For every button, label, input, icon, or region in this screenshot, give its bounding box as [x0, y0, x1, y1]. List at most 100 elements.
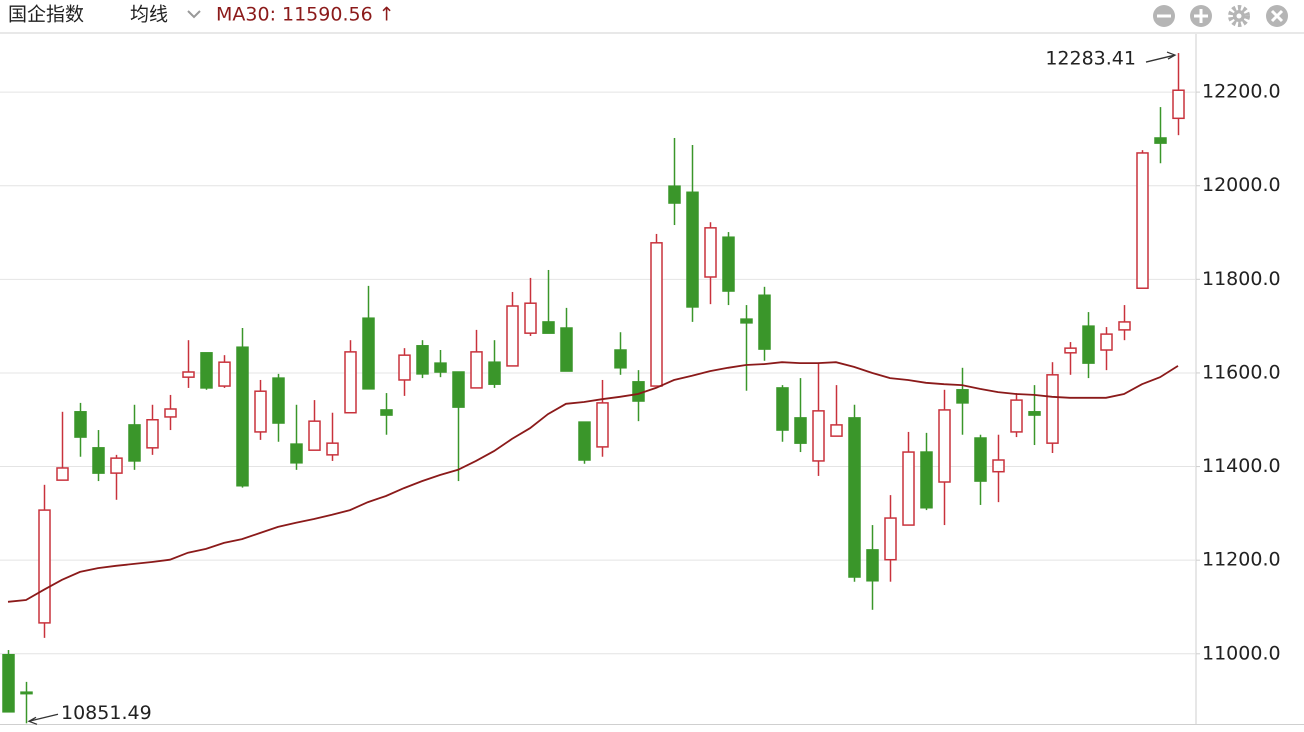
ma-selector[interactable]: 均线	[130, 4, 168, 26]
candle-body	[1010, 399, 1023, 433]
candle-body	[830, 424, 843, 437]
candle-body	[956, 389, 969, 404]
candle	[2, 650, 15, 713]
candle	[974, 434, 987, 505]
candle	[920, 432, 933, 511]
candle-body	[1100, 333, 1113, 351]
candle	[182, 340, 195, 388]
candle	[56, 411, 69, 481]
candle-body	[848, 417, 861, 578]
candle-body	[74, 411, 87, 438]
candle	[1064, 342, 1077, 375]
candle	[686, 144, 699, 322]
settings-button[interactable]	[1228, 5, 1250, 27]
candle-body	[938, 409, 951, 483]
candle	[308, 400, 321, 451]
candle-body	[650, 242, 663, 387]
candle	[776, 385, 789, 442]
min-annotation: 10851.49	[61, 702, 152, 724]
candle-body	[218, 361, 231, 387]
candle-body	[686, 191, 699, 308]
candle-body	[416, 345, 429, 375]
candle-body	[992, 459, 1005, 473]
candle	[362, 285, 375, 390]
candle	[956, 367, 969, 435]
plot: 12283.41 10851.49	[2, 48, 1185, 725]
candle-body	[290, 443, 303, 464]
candle-body	[308, 420, 321, 451]
candle-body	[326, 442, 339, 456]
candle-body	[254, 390, 267, 433]
candle	[92, 430, 105, 482]
candle-body	[1118, 321, 1131, 331]
toolbar	[1153, 5, 1288, 27]
candle	[200, 352, 213, 390]
candle-body	[488, 361, 501, 385]
candle	[326, 412, 339, 461]
max-annotation: 12283.41	[1045, 48, 1136, 70]
candle-body	[344, 351, 357, 414]
candle	[848, 404, 861, 582]
dropdown-caret[interactable]	[187, 10, 201, 19]
candle	[1172, 53, 1185, 136]
candle	[218, 355, 231, 388]
candle-body	[1046, 374, 1059, 444]
candle	[128, 404, 141, 470]
candle	[830, 385, 843, 437]
candle-body	[182, 371, 195, 378]
candle-body	[596, 402, 609, 448]
candle	[488, 340, 501, 388]
candle	[1010, 393, 1023, 438]
candle	[812, 363, 825, 476]
candle-body	[812, 410, 825, 462]
candle-body	[704, 227, 717, 278]
icon	[1199, 9, 1203, 23]
icon	[1270, 9, 1284, 23]
candle	[794, 378, 807, 453]
candle-body	[398, 354, 411, 381]
y-tick-label: 11400.0	[1202, 455, 1281, 477]
candle	[416, 340, 429, 379]
candle-body	[362, 317, 375, 390]
candle	[578, 421, 591, 464]
candle	[344, 340, 357, 414]
candle-body	[758, 294, 771, 350]
candle-body	[668, 185, 681, 204]
candle-body	[1154, 137, 1167, 144]
candle-body	[632, 381, 645, 402]
candle-body	[38, 509, 51, 624]
candle-body	[506, 305, 519, 367]
candle-body	[524, 302, 537, 334]
candle-body	[1172, 89, 1185, 120]
y-tick-label: 11000.0	[1202, 642, 1281, 664]
candle	[1154, 107, 1167, 164]
candle	[1082, 312, 1095, 379]
candle-body	[866, 549, 879, 582]
candle-body	[560, 327, 573, 372]
candle-body	[272, 377, 285, 424]
candle-body	[1136, 152, 1149, 289]
candle	[434, 350, 447, 378]
candle	[452, 371, 465, 482]
candle	[506, 291, 519, 367]
candle-body	[2, 653, 15, 713]
annotation-arrow	[27, 713, 59, 725]
candle	[992, 434, 1005, 503]
candle	[542, 269, 555, 334]
candle	[380, 393, 393, 435]
ma-line	[7, 361, 1179, 603]
candle-body	[470, 351, 483, 389]
candle-body	[20, 691, 33, 695]
icon	[1236, 13, 1242, 19]
candle	[560, 307, 573, 372]
y-tick-label: 12200.0	[1202, 81, 1281, 103]
candle	[272, 373, 285, 442]
candle-body	[56, 467, 69, 481]
candle	[866, 525, 879, 610]
candle	[110, 454, 123, 500]
candle	[740, 305, 753, 391]
grid: 11000.0 11200.0 11400.0 11600.0 11800.0 12000…	[0, 81, 1281, 664]
candle-body	[884, 517, 897, 561]
candle	[938, 389, 951, 526]
